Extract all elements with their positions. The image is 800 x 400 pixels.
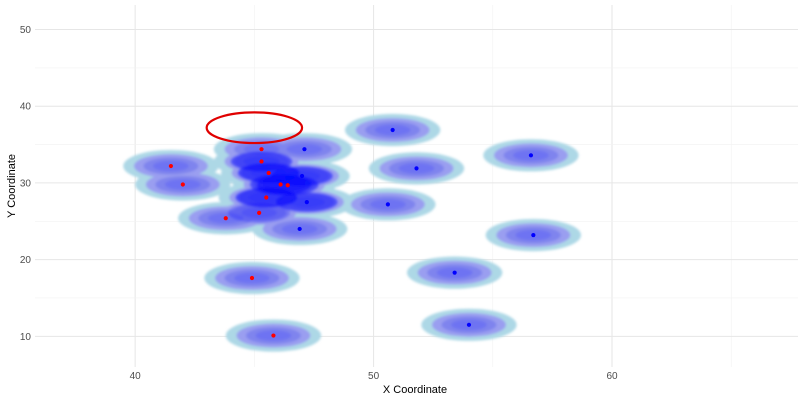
blue-point <box>531 232 536 238</box>
blue-point <box>466 322 472 327</box>
x-tick-label: 50 <box>368 371 380 382</box>
red-point <box>249 275 255 281</box>
axes: X Coordinate Y Coordinate 40 50 60 10 20 30 40… <box>6 25 618 396</box>
y-tick-label: 20 <box>20 255 32 266</box>
red-point <box>266 170 271 176</box>
blue-point <box>297 226 302 232</box>
red-point <box>264 195 269 200</box>
blue-point <box>390 127 395 133</box>
annotations <box>205 111 304 145</box>
blue-point <box>299 173 305 179</box>
red-point <box>271 333 276 338</box>
blue-point <box>452 270 457 275</box>
density-blobs <box>123 113 582 352</box>
red-point <box>259 159 264 164</box>
x-tick-label: 60 <box>606 371 618 382</box>
y-tick-label: 10 <box>20 332 32 343</box>
annotation-ellipse <box>205 111 304 145</box>
y-tick-label: 30 <box>20 178 32 189</box>
red-point <box>257 210 262 215</box>
blue-point <box>304 200 309 205</box>
red-point <box>223 216 228 221</box>
y-tick-label: 40 <box>20 102 32 113</box>
red-point <box>285 183 290 188</box>
red-point <box>168 163 174 169</box>
blue-point <box>302 147 307 152</box>
blue-point <box>414 166 419 171</box>
y-axis-title: Y Coordinate <box>6 154 18 218</box>
x-tick-label: 40 <box>130 371 142 382</box>
blue-point <box>528 153 534 158</box>
red-point <box>278 182 283 187</box>
x-axis-title: X Coordinate <box>383 384 447 396</box>
data-points <box>168 127 536 338</box>
y-tick-label: 50 <box>20 25 32 36</box>
red-point <box>180 182 185 187</box>
blue-point <box>385 202 390 207</box>
density-contours <box>123 113 582 352</box>
red-point <box>259 147 264 152</box>
